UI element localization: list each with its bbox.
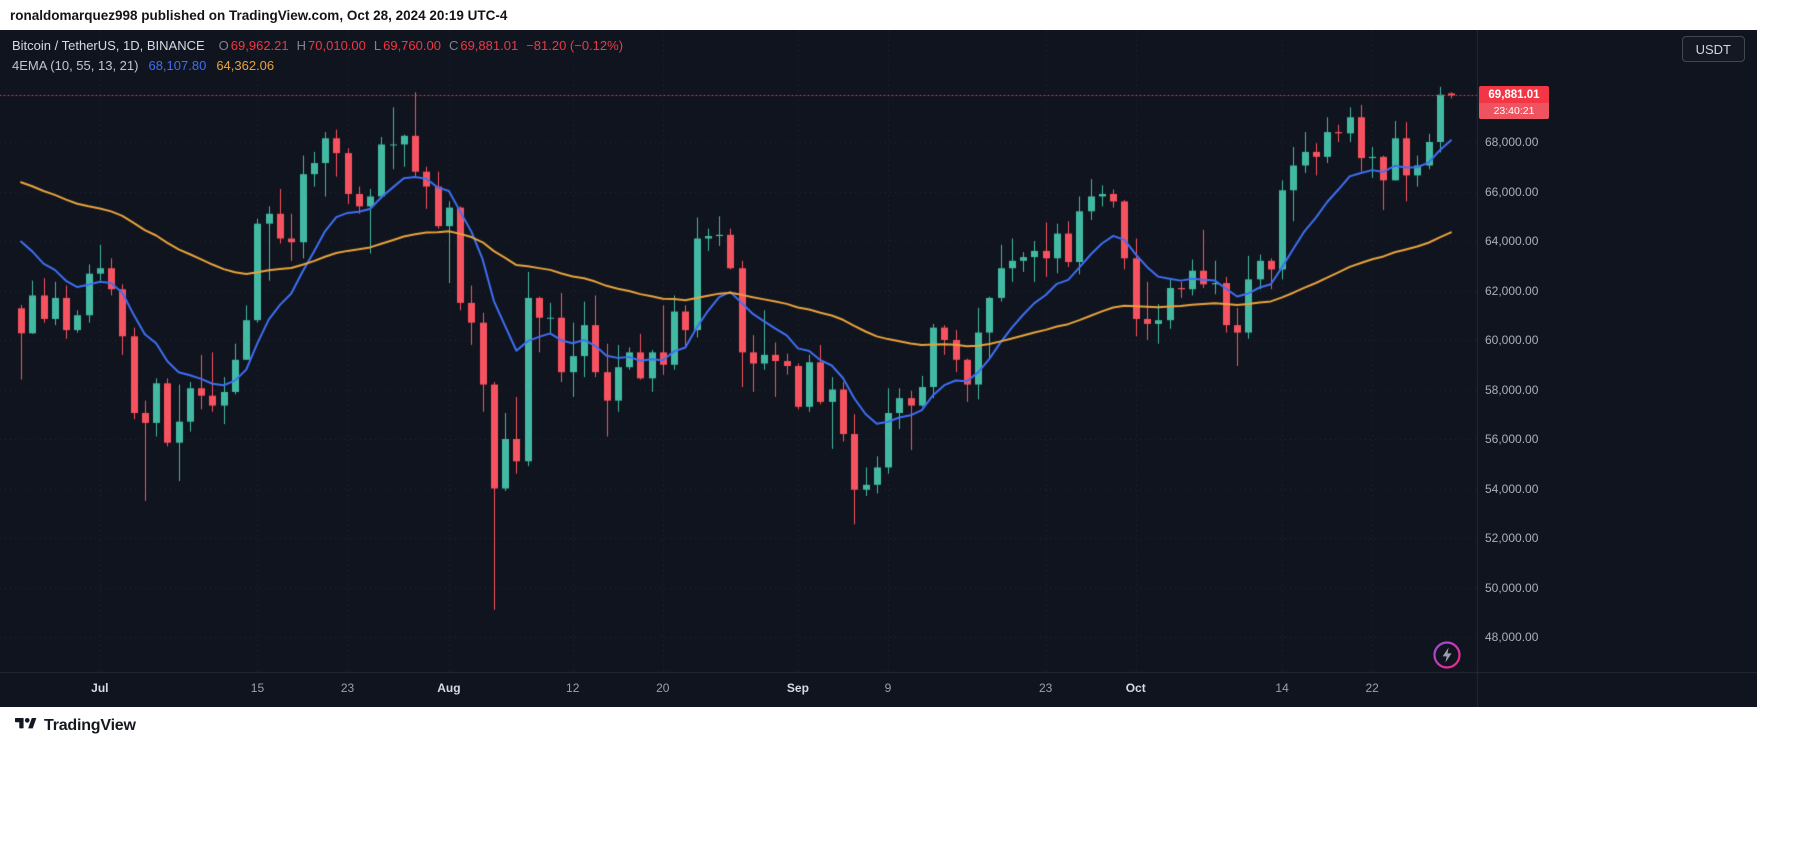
price-axis-label: 64,000.00 [1485,234,1539,248]
publish-header-bar: ronaldomarquez998 published on TradingVi… [0,0,1815,30]
last-price-value: 69,881.01 [1479,86,1549,103]
time-axis-label[interactable]: 23 [1038,681,1053,695]
symbol-legend-row: Bitcoin / TetherUS, 1D, BINANCE O 69,962… [12,38,631,58]
low-label: L [373,38,382,53]
time-axis-label[interactable]: Sep [786,681,809,695]
currency-toggle-button[interactable]: USDT [1681,36,1745,62]
tradingview-wordmark: TradingView [44,717,136,734]
symbol-title[interactable]: Bitcoin / TetherUS, 1D, BINANCE [12,38,205,53]
price-axis-label: 68,000.00 [1485,135,1539,149]
time-axis-label[interactable]: Oct [1125,681,1146,695]
price-axis-label: 54,000.00 [1485,481,1539,496]
time-axis-label[interactable]: 20 [656,681,670,695]
chart-legend: Bitcoin / TetherUS, 1D, BINANCE O 69,962… [12,38,631,78]
candle-countdown: 23:40:21 [1479,103,1549,119]
price-axis-label: 60,000.00 [1485,333,1539,347]
publish-header-text: ronaldomarquez998 published on TradingVi… [10,7,508,23]
price-axis-label: 56,000.00 [1485,432,1539,446]
open-label: O [218,38,229,53]
price-axis-label: 48,000.00 [1485,630,1539,644]
time-axis-label[interactable]: 23 [340,681,355,695]
time-axis-label[interactable]: Jul [91,681,109,695]
price-axis-label: 62,000.00 [1485,283,1539,298]
high-value: 70,010.00 [308,38,366,53]
time-axis-label[interactable]: 14 [1275,681,1289,695]
price-axis-label: 58,000.00 [1485,382,1539,397]
close-value: 69,881.01 [460,38,519,53]
indicator-legend-row: 4EMA (10, 55, 13, 21) 68,107.80 64,362.0… [12,58,631,78]
price-axis-label: 50,000.00 [1485,580,1539,595]
time-axis-label[interactable]: 12 [566,681,580,695]
change-value: −81.20 (−0.12%) [526,38,624,53]
lightning-badge-icon[interactable] [1432,640,1462,670]
tradingview-brand-link[interactable]: TradingView [15,714,136,738]
time-axis-label[interactable]: 22 [1365,681,1379,695]
footer-bar: TradingView [0,707,1815,858]
price-axis-label: 66,000.00 [1485,184,1539,199]
price-axis-label: 52,000.00 [1485,531,1539,545]
tradingview-logo-icon [15,714,37,738]
chart-area: Bitcoin / TetherUS, 1D, BINANCE O 69,962… [0,30,1757,707]
close-label: C [448,38,459,53]
price-axis[interactable]: 68,000.00 66,000.00 64,000.00 62,000.00 60,0… [1477,30,1757,672]
time-axis-label[interactable]: Aug [437,681,461,695]
time-axis-label[interactable]: 9 [884,681,892,695]
last-price-tag: 69,881.01 23:40:21 [1479,86,1549,119]
open-value: 69,962.21 [230,38,289,53]
time-axis[interactable]: Jul 15 23 Aug 12 20 Sep 9 23 Oct 14 22 [0,672,1757,707]
high-label: H [296,38,307,53]
indicator-title[interactable]: 4EMA (10, 55, 13, 21) [12,58,139,73]
ema-fast-value: 68,107.80 [148,58,207,73]
ema-slow-value: 64,362.06 [216,58,275,73]
candlestick-chart-canvas[interactable] [0,30,1757,707]
time-axis-label[interactable]: 15 [250,681,265,695]
low-value: 69,760.00 [383,38,441,53]
